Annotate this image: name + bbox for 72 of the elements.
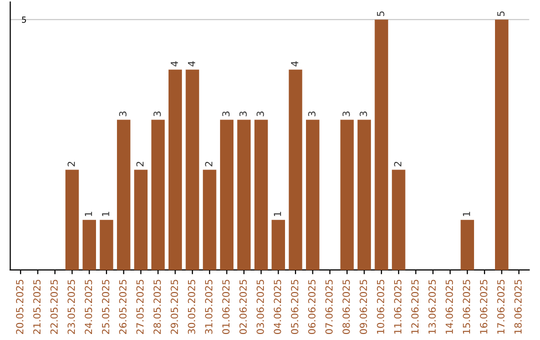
x-tick-label: 30.05.2025: [188, 280, 196, 334]
x-tick-label: 20.05.2025: [16, 280, 24, 334]
data-label: 1: [84, 212, 92, 216]
x-tick-label: 22.05.2025: [50, 280, 58, 334]
bar: [100, 220, 114, 270]
bar: [151, 120, 165, 270]
data-label: 1: [462, 212, 470, 216]
bar: [116, 120, 130, 270]
x-tick-label: 11.06.2025: [394, 280, 402, 334]
x-tick-label: 17.06.2025: [497, 280, 505, 334]
x-tick-label: 15.06.2025: [462, 280, 470, 334]
x-tick-label: 05.06.2025: [290, 280, 298, 334]
data-label: 1: [274, 212, 282, 216]
bar: [168, 70, 182, 270]
bar: [272, 220, 286, 270]
bar: [340, 120, 354, 270]
bar: [288, 70, 302, 270]
x-tick-label: 18.06.2025: [514, 280, 522, 334]
data-label: 3: [222, 112, 230, 116]
x-tick-label: 10.06.2025: [376, 280, 384, 334]
x-tick-label: 28.05.2025: [154, 280, 161, 334]
bar: [460, 220, 474, 270]
bar: [254, 120, 268, 270]
x-tick-label: 01.06.2025: [222, 280, 230, 334]
data-label: 3: [239, 112, 247, 116]
data-label: 4: [291, 61, 298, 66]
data-label: 5: [497, 11, 505, 16]
x-tick-label: 14.06.2025: [446, 280, 453, 334]
x-tick-label: 31.05.2025: [205, 280, 212, 334]
x-tick-label: 09.06.2025: [360, 280, 368, 334]
data-label: 3: [154, 112, 161, 116]
x-tick-label: 02.06.2025: [239, 280, 247, 334]
data-label: 3: [342, 112, 350, 116]
data-label: 2: [68, 162, 75, 166]
data-label: 3: [119, 112, 126, 116]
data-label: 5: [377, 11, 384, 16]
bar: [134, 170, 148, 270]
bar: [306, 120, 320, 270]
bar: [374, 20, 388, 270]
x-tick-label: 06.06.2025: [308, 280, 316, 334]
x-tick-label: 07.06.2025: [325, 280, 333, 334]
data-label: 3: [256, 112, 264, 116]
x-tick-label: 29.05.2025: [170, 280, 178, 334]
bar: [392, 170, 406, 270]
bar: [495, 20, 508, 270]
x-tick-label: 26.05.2025: [119, 280, 126, 334]
x-tick-label: 04.06.2025: [274, 280, 282, 334]
bar: [82, 220, 96, 270]
x-tick-label: 12.06.2025: [411, 280, 419, 334]
data-label: 3: [360, 112, 368, 116]
data-label: 2: [136, 162, 144, 166]
x-tick-label: 13.06.2025: [428, 280, 436, 334]
bar: [65, 170, 79, 270]
data-label: 1: [102, 212, 110, 216]
data-label: 2: [394, 162, 402, 166]
bar: [358, 120, 371, 270]
x-tick-label: 24.05.2025: [84, 280, 92, 334]
data-label: 2: [205, 162, 212, 166]
x-tick-label: 16.06.2025: [480, 280, 488, 334]
x-tick-label: 27.05.2025: [136, 280, 144, 334]
bar: [202, 170, 216, 270]
data-label: 4: [170, 61, 178, 66]
x-tick-label: 21.05.2025: [33, 280, 41, 334]
x-tick-label: 08.06.2025: [342, 280, 350, 334]
data-label: 4: [188, 61, 196, 66]
bar: [220, 120, 234, 270]
x-tick-label: 25.05.2025: [102, 280, 110, 334]
x-tick-label: 03.06.2025: [256, 280, 264, 334]
x-tick-label: 23.05.2025: [68, 280, 75, 334]
bar: [237, 120, 251, 270]
data-label: 3: [308, 112, 316, 116]
bar: [186, 70, 200, 270]
